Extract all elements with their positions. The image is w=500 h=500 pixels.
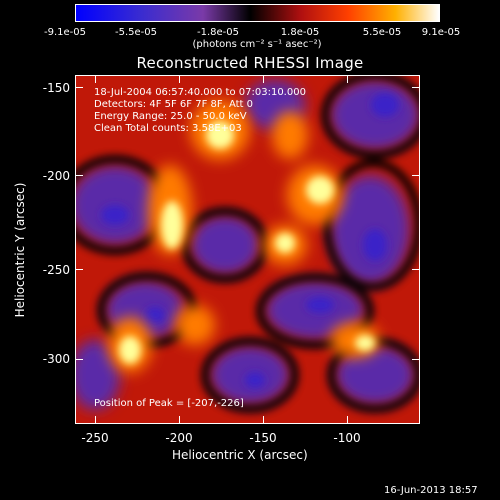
x-tick-mark xyxy=(347,416,348,424)
y-axis-label: Heliocentric Y (arcsec) xyxy=(13,182,27,318)
x-tick-label: -100 xyxy=(333,431,361,445)
info-energy-range: Energy Range: 25.0 - 50.0 keV xyxy=(94,111,247,122)
y-tick-label: -250 xyxy=(42,263,70,277)
info-clean-counts: Clean Total counts: 3.58E+03 xyxy=(94,123,242,134)
colorbar-tick: 1.8e-05 xyxy=(280,27,320,38)
x-tick-mark xyxy=(95,416,96,424)
colorbar-tick: 5.5e-05 xyxy=(362,27,402,38)
x-tick-label: -150 xyxy=(249,431,277,445)
y-tick-mark xyxy=(412,269,420,270)
colorbar xyxy=(75,4,440,22)
info-detectors: Detectors: 4F 5F 6F 7F 8F, Att 0 xyxy=(94,99,254,110)
x-tick-mark xyxy=(263,416,264,424)
y-tick-label: -150 xyxy=(42,81,70,95)
rhessi-image xyxy=(75,75,420,424)
x-tick-mark xyxy=(347,75,348,83)
peak-position: Position of Peak = [-207,-226] xyxy=(94,398,244,409)
colorbar-tick: -1.8e-05 xyxy=(197,27,239,38)
y-tick-mark xyxy=(412,87,420,88)
image-plot[interactable] xyxy=(75,75,420,424)
colorbar-gradient xyxy=(76,5,439,21)
y-tick-mark xyxy=(412,359,420,360)
colorbar-units: (photons cm⁻² s⁻¹ asec⁻²) xyxy=(192,39,322,50)
x-tick-mark xyxy=(179,75,180,83)
y-tick-mark xyxy=(75,87,83,88)
y-tick-mark xyxy=(75,269,83,270)
y-tick-label: -300 xyxy=(42,352,70,366)
x-axis-label: Heliocentric X (arcsec) xyxy=(172,448,308,462)
plot-title: Reconstructed RHESSI Image xyxy=(136,54,364,72)
x-tick-mark xyxy=(263,75,264,83)
x-tick-mark xyxy=(179,416,180,424)
colorbar-tick: -9.1e-05 xyxy=(44,27,86,38)
x-tick-label: -200 xyxy=(165,431,193,445)
render-timestamp: 16-Jun-2013 18:57 xyxy=(384,485,478,496)
colorbar-tick: -5.5e-05 xyxy=(115,27,157,38)
info-time-range: 18-Jul-2004 06:57:40.000 to 07:03:10.000 xyxy=(94,87,306,98)
x-tick-label: -250 xyxy=(81,431,109,445)
y-tick-mark xyxy=(412,175,420,176)
plot-frame xyxy=(75,75,420,424)
x-tick-mark xyxy=(95,75,96,83)
y-tick-label: -200 xyxy=(42,169,70,183)
colorbar-tick: 9.1e-05 xyxy=(421,27,461,38)
y-tick-mark xyxy=(75,175,83,176)
y-tick-mark xyxy=(75,359,83,360)
